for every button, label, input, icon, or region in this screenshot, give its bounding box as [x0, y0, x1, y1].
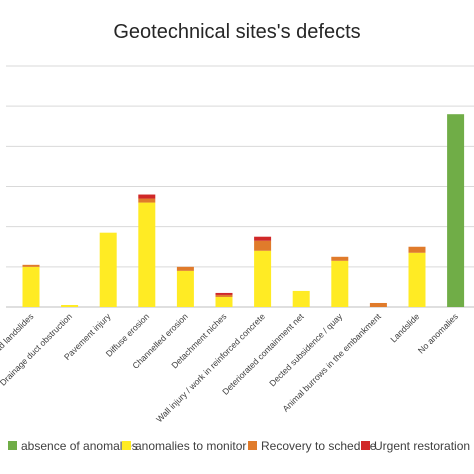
bar-urgent-restoration-wall-injury-work-in-reinforced-concrete	[254, 236, 272, 241]
legend-swatch-recovery-to-schedule	[248, 441, 257, 450]
bar-recovery-to-schedule-detachment-niches	[215, 294, 233, 297]
bar-recovery-to-schedule-dected-subsidence-quay	[331, 256, 349, 261]
legend-swatch-anomalies-to-monitor	[122, 441, 131, 450]
legend-label-anomalies-to-monitor: anomalies to monitor	[135, 439, 246, 453]
bar-recovery-to-schedule-road-landslides	[22, 264, 40, 267]
legend-label-recovery-to-schedule: Recovery to schedule	[261, 439, 377, 453]
chart-title: Geotechnical sites's defects	[113, 21, 360, 43]
legend-label-urgent-restoration: Urgent restoration	[374, 439, 470, 453]
legend-swatch-absence-of-anomalies	[8, 441, 17, 450]
bar-anomalies-to-monitor-channelled-erosion	[176, 270, 194, 307]
bar-anomalies-to-monitor-drainage-duct-obstruction	[61, 304, 79, 307]
bar-anomalies-to-monitor-dected-subsidence-quay	[331, 260, 349, 307]
bars	[22, 114, 465, 307]
gridlines	[6, 65, 474, 268]
bar-recovery-to-schedule-diffuse-erosion	[138, 198, 156, 203]
bar-recovery-to-schedule-animal-burrows-in-the-embankment	[369, 302, 387, 307]
bar-anomalies-to-monitor-wall-injury-work-in-reinforced-concrete	[254, 250, 272, 307]
legend-swatch-urgent-restoration	[361, 441, 370, 450]
bar-recovery-to-schedule-landslide	[408, 246, 426, 253]
bar-anomalies-to-monitor-pavement-injury	[99, 232, 117, 307]
bar-anomalies-to-monitor-deteriorated-containment-net	[292, 290, 310, 307]
bar-anomalies-to-monitor-detachment-niches	[215, 296, 233, 307]
bar-recovery-to-schedule-wall-injury-work-in-reinforced-concrete	[254, 240, 272, 251]
bar-urgent-restoration-diffuse-erosion	[138, 194, 156, 199]
bar-anomalies-to-monitor-diffuse-erosion	[138, 202, 156, 307]
bar-recovery-to-schedule-channelled-erosion	[176, 266, 194, 271]
bar-urgent-restoration-detachment-niches	[215, 292, 233, 295]
legend-label-absence-of-anomalies: absence of anomalies	[21, 439, 138, 453]
bar-absence-of-anomalies-no-anomalies	[447, 114, 465, 307]
bar-anomalies-to-monitor-landslide	[408, 252, 426, 307]
bar-anomalies-to-monitor-road-landslides	[22, 266, 40, 307]
